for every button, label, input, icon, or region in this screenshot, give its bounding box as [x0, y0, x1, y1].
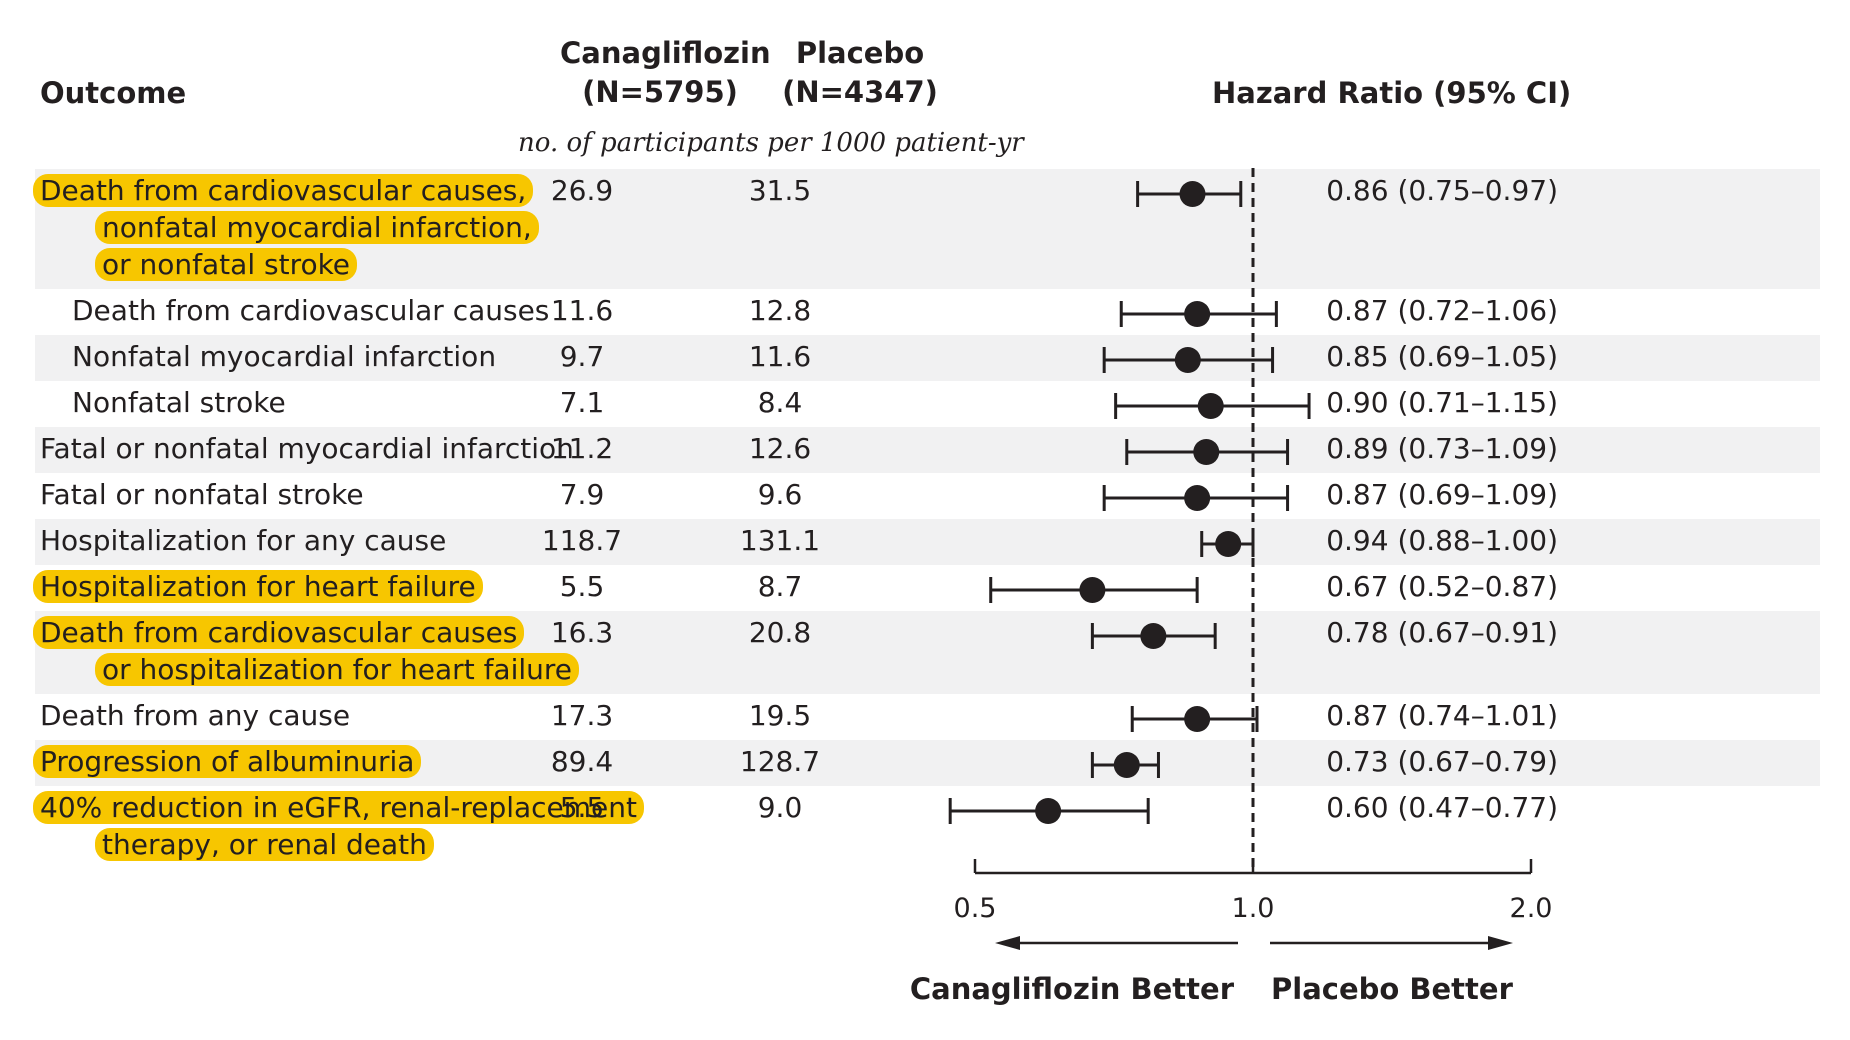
row-band [35, 519, 1820, 565]
placebo-rate: 11.6 [748, 340, 812, 373]
placebo-header: Placebo (N=4347) [760, 34, 960, 112]
arrow-right-head [1488, 936, 1513, 950]
hazard-ratio-point [1079, 577, 1106, 603]
hazard-ratio-point [1113, 752, 1140, 778]
hazard-ratio-point [1174, 347, 1201, 373]
placebo-rate: 8.7 [757, 570, 803, 603]
outcome-label: nonfatal myocardial infarction, [95, 209, 539, 246]
canagliflozin-rate: 11.2 [550, 432, 614, 465]
outcome-label: Fatal or nonfatal myocardial infarction [40, 432, 574, 465]
x-axis-tick-label: 1.0 [1232, 893, 1275, 924]
hazard-ratio-point [1184, 706, 1211, 732]
canagliflozin-rate: 7.1 [559, 386, 605, 419]
outcome-label: Death from any cause [40, 699, 351, 732]
outcome-label: or nonfatal stroke [95, 246, 358, 283]
hazard-ratio-value: 0.87 (0.74–1.01) [1326, 699, 1558, 732]
placebo-better-label: Placebo Better [1271, 972, 1514, 1006]
hazard-ratio-point [1184, 485, 1211, 511]
hazard-ratio-value: 0.87 (0.69–1.09) [1326, 478, 1558, 511]
outcome-label: Nonfatal stroke [72, 386, 286, 419]
placebo-rate: 20.8 [748, 616, 812, 649]
canagliflozin-rate: 26.9 [550, 174, 614, 207]
outcome-label: Death from cardiovascular causes [72, 294, 550, 327]
canagliflozin-rate: 5.5 [559, 570, 605, 603]
hazard-ratio-value: 0.60 (0.47–0.77) [1326, 791, 1558, 824]
hazard-ratio-value: 0.90 (0.71–1.15) [1326, 386, 1558, 419]
canagliflozin-rate: 9.7 [559, 340, 605, 373]
outcome-label: 40% reduction in eGFR, renal-replacement [33, 789, 645, 826]
hazard-ratio-value: 0.89 (0.73–1.09) [1326, 432, 1558, 465]
placebo-n: (N=4347) [782, 75, 938, 109]
hazard-ratio-value: 0.86 (0.75–0.97) [1326, 174, 1558, 207]
canagliflozin-rate: 89.4 [550, 745, 614, 778]
canagliflozin-rate: 7.9 [559, 478, 605, 511]
outcome-label: Death from cardiovascular causes, [33, 172, 534, 209]
outcome-label: Hospitalization for any cause [40, 524, 447, 557]
hazard-ratio-value: 0.73 (0.67–0.79) [1326, 745, 1558, 778]
outcome-label: Fatal or nonfatal stroke [40, 478, 364, 511]
hazard-ratio-point [1215, 531, 1242, 557]
canagliflozin-name: Canagliflozin [560, 36, 771, 70]
canagliflozin-rate: 11.6 [550, 294, 614, 327]
placebo-rate: 131.1 [739, 524, 821, 557]
canagliflozin-header: Canagliflozin (N=5795) [560, 34, 771, 112]
hazard-ratio-point [1184, 301, 1211, 327]
placebo-rate: 9.6 [757, 478, 803, 511]
placebo-rate: 128.7 [739, 745, 821, 778]
outcome-label: Death from cardiovascular causes [33, 614, 525, 651]
canagliflozin-n: (N=5795) [582, 75, 738, 109]
row-band [35, 427, 1820, 473]
canagliflozin-rate: 5.5 [559, 791, 605, 824]
hazard-ratio-point [1197, 393, 1224, 419]
placebo-rate: 8.4 [757, 386, 803, 419]
hazard-ratio-point [1035, 798, 1062, 824]
placebo-name: Placebo [795, 36, 925, 70]
rate-unit-caption: no. of participants per 1000 patient-yr [518, 128, 1024, 158]
hazard-ratio-point [1179, 181, 1206, 207]
placebo-rate: 12.8 [748, 294, 812, 327]
outcome-label: therapy, or renal death [95, 826, 434, 863]
canagliflozin-rate: 16.3 [550, 616, 614, 649]
canagliflozin-rate: 118.7 [541, 524, 623, 557]
hazard-ratio-value: 0.85 (0.69–1.05) [1326, 340, 1558, 373]
canagliflozin-better-label: Canagliflozin Better [910, 972, 1235, 1006]
x-axis-tick-label: 0.5 [954, 893, 997, 924]
placebo-rate: 31.5 [748, 174, 812, 207]
placebo-rate: 12.6 [748, 432, 812, 465]
outcome-header: Outcome [40, 76, 187, 110]
outcome-label: Progression of albuminuria [33, 743, 422, 780]
outcome-label: Nonfatal myocardial infarction [72, 340, 497, 373]
hazard-ratio-value: 0.94 (0.88–1.00) [1326, 524, 1558, 557]
row-band [35, 335, 1820, 381]
hazard-ratio-point [1193, 439, 1220, 465]
hazard-ratio-point [1140, 623, 1167, 649]
hazard-ratio-value: 0.67 (0.52–0.87) [1326, 570, 1558, 603]
canagliflozin-rate: 17.3 [550, 699, 614, 732]
placebo-rate: 19.5 [748, 699, 812, 732]
hazard-ratio-header: Hazard Ratio (95% CI) [1212, 76, 1572, 110]
outcome-label: or hospitalization for heart failure [95, 651, 580, 688]
hazard-ratio-value: 0.87 (0.72–1.06) [1326, 294, 1558, 327]
hazard-ratio-value: 0.78 (0.67–0.91) [1326, 616, 1558, 649]
outcome-label: Hospitalization for heart failure [33, 568, 483, 605]
x-axis-tick-label: 2.0 [1510, 893, 1553, 924]
arrow-left-head [995, 936, 1020, 950]
placebo-rate: 9.0 [757, 791, 803, 824]
